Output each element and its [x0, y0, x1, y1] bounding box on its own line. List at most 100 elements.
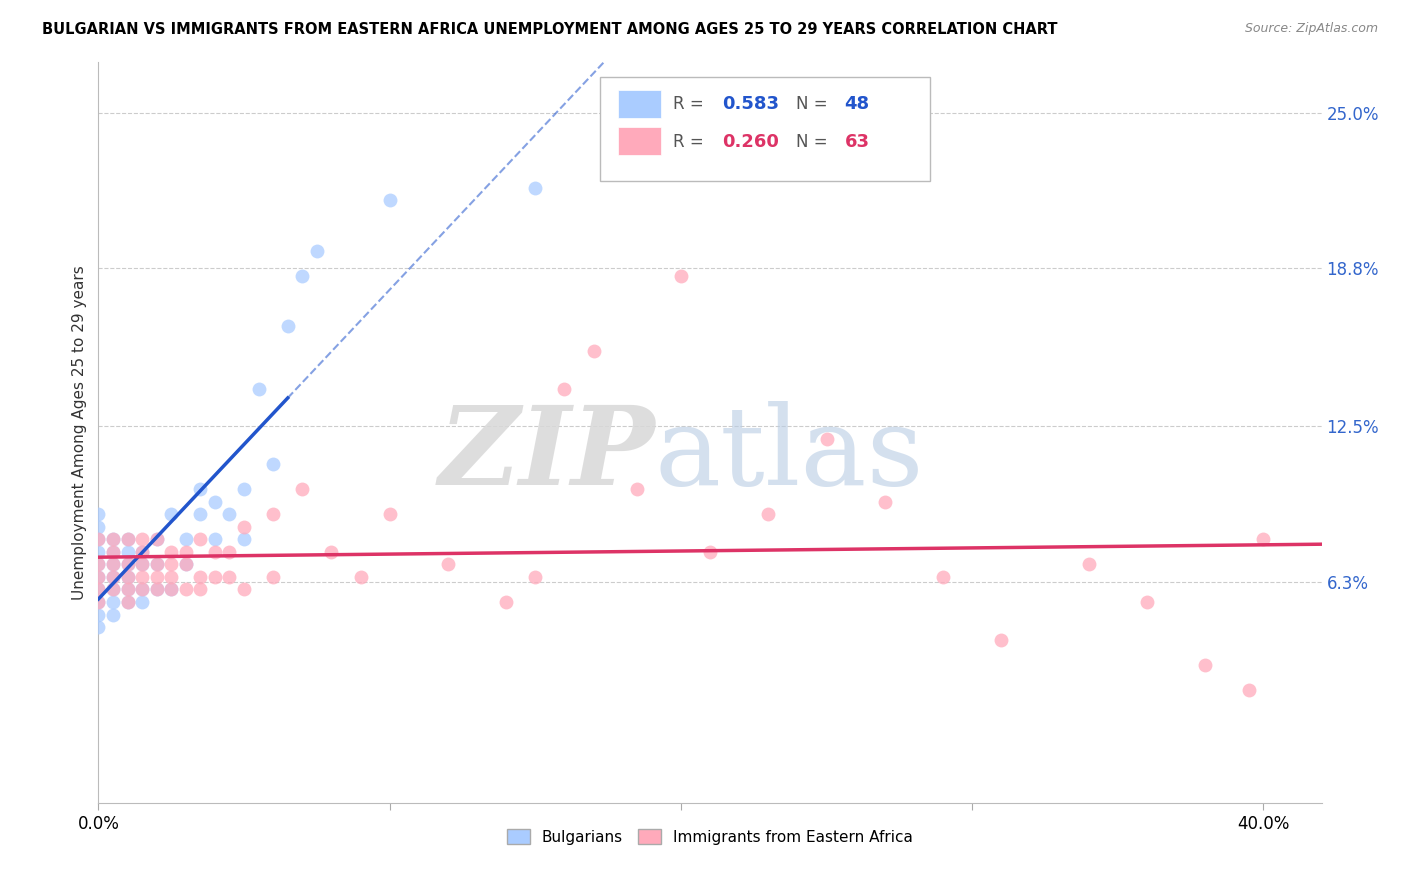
- Point: [101, 533, 124, 547]
- Point: [174, 533, 197, 547]
- Point: [204, 570, 226, 584]
- Point: [188, 482, 212, 496]
- Point: [131, 558, 153, 572]
- Point: [291, 268, 314, 283]
- Point: [145, 533, 167, 547]
- Point: [1237, 682, 1260, 697]
- Point: [188, 533, 212, 547]
- Point: [437, 558, 460, 572]
- Point: [117, 533, 139, 547]
- Point: [247, 382, 270, 396]
- Point: [1077, 558, 1099, 572]
- Point: [174, 558, 197, 572]
- Point: [87, 582, 110, 597]
- Point: [233, 520, 256, 534]
- Text: N =: N =: [796, 133, 832, 151]
- Point: [204, 533, 226, 547]
- Text: 0.260: 0.260: [723, 133, 779, 151]
- Point: [188, 570, 212, 584]
- Point: [321, 545, 343, 559]
- Point: [262, 507, 284, 521]
- Legend: Bulgarians, Immigrants from Eastern Africa: Bulgarians, Immigrants from Eastern Afri…: [501, 822, 920, 851]
- Point: [117, 595, 139, 609]
- Text: N =: N =: [796, 95, 832, 113]
- Point: [291, 482, 314, 496]
- Point: [87, 533, 110, 547]
- Point: [756, 507, 779, 521]
- Point: [233, 582, 256, 597]
- Point: [131, 545, 153, 559]
- FancyBboxPatch shape: [619, 90, 661, 118]
- Point: [218, 570, 240, 584]
- Point: [188, 582, 212, 597]
- Point: [117, 545, 139, 559]
- Point: [378, 194, 401, 208]
- Point: [87, 607, 110, 622]
- Point: [145, 570, 167, 584]
- Point: [378, 507, 401, 521]
- Point: [218, 507, 240, 521]
- Text: ZIP: ZIP: [439, 401, 655, 508]
- Text: atlas: atlas: [655, 401, 925, 508]
- Point: [101, 558, 124, 572]
- Point: [1136, 595, 1159, 609]
- Point: [174, 545, 197, 559]
- Text: BULGARIAN VS IMMIGRANTS FROM EASTERN AFRICA UNEMPLOYMENT AMONG AGES 25 TO 29 YEA: BULGARIAN VS IMMIGRANTS FROM EASTERN AFR…: [42, 22, 1057, 37]
- Point: [131, 558, 153, 572]
- Point: [160, 570, 183, 584]
- Point: [1194, 657, 1216, 672]
- Point: [87, 545, 110, 559]
- Point: [87, 620, 110, 634]
- Point: [932, 570, 955, 584]
- Point: [145, 533, 167, 547]
- Point: [117, 595, 139, 609]
- Point: [553, 382, 575, 396]
- Point: [131, 595, 153, 609]
- Point: [87, 582, 110, 597]
- Point: [101, 558, 124, 572]
- Point: [1253, 533, 1275, 547]
- Point: [87, 595, 110, 609]
- Point: [101, 533, 124, 547]
- Point: [160, 582, 183, 597]
- Point: [174, 582, 197, 597]
- Point: [582, 344, 605, 359]
- Point: [101, 570, 124, 584]
- Point: [233, 533, 256, 547]
- FancyBboxPatch shape: [619, 127, 661, 155]
- Point: [145, 558, 167, 572]
- Point: [174, 558, 197, 572]
- Point: [188, 507, 212, 521]
- Point: [262, 457, 284, 471]
- Point: [101, 545, 124, 559]
- Point: [87, 558, 110, 572]
- Point: [233, 482, 256, 496]
- Point: [990, 632, 1012, 647]
- Point: [626, 482, 648, 496]
- Point: [277, 318, 299, 333]
- Point: [131, 533, 153, 547]
- Point: [87, 507, 110, 521]
- Point: [117, 558, 139, 572]
- Point: [495, 595, 517, 609]
- Point: [117, 570, 139, 584]
- Point: [101, 607, 124, 622]
- Point: [117, 558, 139, 572]
- Point: [160, 582, 183, 597]
- Text: Source: ZipAtlas.com: Source: ZipAtlas.com: [1244, 22, 1378, 36]
- Point: [305, 244, 328, 258]
- Point: [160, 558, 183, 572]
- Text: 63: 63: [845, 133, 869, 151]
- Point: [524, 181, 547, 195]
- Point: [160, 545, 183, 559]
- Point: [524, 570, 547, 584]
- Point: [117, 582, 139, 597]
- FancyBboxPatch shape: [600, 78, 931, 181]
- Point: [218, 545, 240, 559]
- Point: [145, 582, 167, 597]
- Point: [131, 582, 153, 597]
- Point: [117, 582, 139, 597]
- Point: [101, 570, 124, 584]
- Y-axis label: Unemployment Among Ages 25 to 29 years: Unemployment Among Ages 25 to 29 years: [72, 265, 87, 600]
- Point: [101, 545, 124, 559]
